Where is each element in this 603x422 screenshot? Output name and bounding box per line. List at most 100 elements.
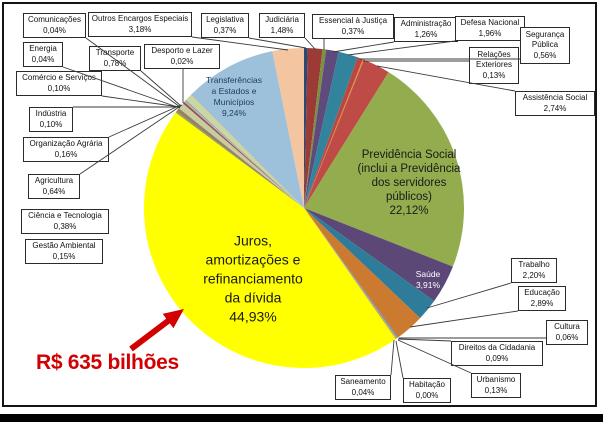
callout-label: Indústria: [35, 109, 67, 119]
chart-border-frame: [2, 2, 597, 407]
slice-label-transferencias: Transferências a Estados e Municípios 9,…: [206, 75, 262, 118]
callout-ciencia: Ciência e Tecnologia 0,38%: [21, 209, 109, 234]
callout-outros_encargos: Outros Encargos Especiais 3,18%: [88, 12, 192, 37]
pie-slice-cultura: [304, 208, 399, 338]
callout-value: 2,20%: [522, 270, 546, 280]
pie-slice-previdencia: [304, 72, 464, 267]
pie-slice-agricultura: [178, 103, 304, 208]
callout-value: 1,26%: [414, 29, 438, 39]
callout-label: Legislativa: [206, 15, 244, 25]
pie-slice-gestao: [175, 111, 304, 208]
callout-label: Essencial à Justiça: [318, 16, 388, 26]
pie-slice-transporte: [185, 94, 304, 208]
slice-label-previdencia: Previdência Social (inclui a Previdência…: [357, 149, 461, 217]
callout-cultura: Cultura 0,06%: [546, 320, 588, 345]
pie-slice-judiciaria: [304, 48, 323, 208]
callout-administracao: Administração 1,26%: [394, 17, 458, 42]
callout-label: Administração: [400, 19, 452, 29]
pie-slice-ciencia: [176, 108, 304, 208]
callout-value: 0,15%: [52, 251, 76, 261]
callout-label: Comunicações: [28, 15, 81, 25]
callout-value: 0,04%: [351, 387, 375, 397]
callout-trabalho: Trabalho 2,20%: [511, 258, 557, 283]
pie-slice-saneamento: [304, 208, 397, 340]
debt-total-annotation: R$ 635 bilhões: [36, 351, 179, 374]
callout-educacao: Educação 2,89%: [518, 286, 566, 311]
callout-label: Urbanismo: [476, 375, 516, 385]
pie-slice-defesa: [304, 51, 358, 208]
callout-label: Organização Agrária: [29, 139, 103, 149]
callout-label: Comércio e Serviços: [22, 73, 96, 83]
pie-slice-relacoes: [304, 59, 365, 208]
callout-energia: Energia 0,04%: [23, 42, 63, 67]
callout-label: Habitação: [408, 380, 446, 390]
callout-label: Cultura: [554, 322, 580, 332]
callout-label: Transporte: [95, 48, 135, 58]
callout-value: 0,13%: [484, 385, 508, 395]
pie-slice-assistencia: [304, 59, 389, 209]
callout-org_agraria: Organização Agrária 0,16%: [23, 137, 109, 162]
callout-label: Relações Exteriores: [475, 49, 512, 70]
pie-slice-saude: [304, 208, 453, 302]
callout-value: 0,09%: [485, 353, 509, 363]
callout-value: 0,16%: [54, 149, 78, 159]
pie-slice-direitos: [304, 208, 398, 339]
callout-value: 0,78%: [103, 58, 127, 68]
pie-slice-essencial: [304, 49, 327, 208]
callout-value: 0,13%: [482, 70, 506, 80]
callout-value: 0,04%: [43, 25, 66, 35]
callout-label: Outros Encargos Especiais: [91, 14, 189, 24]
callout-label: Energia: [29, 44, 57, 54]
pie-slice-trabalho: [304, 208, 435, 319]
callout-assistencia: Assistência Social 2,74%: [515, 91, 595, 116]
callout-value: 0,00%: [415, 390, 439, 400]
callout-label: Agricultura: [34, 176, 74, 186]
callout-value: 0,06%: [555, 332, 579, 342]
pie-slices: [143, 47, 464, 369]
pie-slice-transferencias: [191, 51, 304, 209]
callout-value: 0,64%: [42, 186, 66, 196]
slice-label-juros: Juros, amortizações e refinanciamento da…: [203, 232, 303, 325]
pie-slice-educacao: [304, 208, 421, 338]
callout-habitacao: Habitação 0,00%: [403, 378, 451, 403]
callout-transporte: Transporte 0,78%: [89, 46, 141, 71]
callout-value: 0,56%: [533, 50, 557, 60]
pie-slice-org_agraria: [182, 102, 304, 208]
callout-value: 0,37%: [213, 25, 237, 35]
callout-direitos: Direitos da Cidadania 0,09%: [451, 341, 543, 366]
pie-slice-desporto: [191, 94, 304, 208]
callout-relacoes: Relações Exteriores 0,13%: [469, 47, 519, 84]
pie-slice-energia: [185, 100, 304, 208]
callout-judiciaria: Judiciária 1,48%: [259, 13, 305, 38]
callout-label: Judiciária: [265, 15, 299, 25]
callout-value: 0,10%: [39, 119, 63, 129]
callout-industria: Indústria 0,10%: [29, 107, 73, 132]
callout-value: 0,10%: [47, 83, 71, 93]
pie-slice-industria: [184, 101, 304, 208]
callout-label: Saneamento: [340, 377, 386, 387]
callout-value: 0,38%: [53, 221, 77, 231]
callout-agricultura: Agricultura 0,64%: [28, 174, 80, 199]
callout-value: 0,02%: [170, 56, 194, 66]
callout-value: 0,04%: [31, 54, 55, 64]
callout-essencial: Essencial à Justiça 0,37%: [312, 14, 394, 39]
callout-label: Assistência Social: [522, 93, 588, 103]
callout-seguranca: Segurança Pública 0,56%: [520, 27, 570, 64]
callout-saneamento: Saneamento 0,04%: [335, 375, 391, 400]
callout-value: 1,48%: [270, 25, 294, 35]
callout-label: Gestão Ambiental: [32, 241, 96, 251]
callout-label: Trabalho: [518, 260, 550, 270]
callout-value: 2,74%: [543, 103, 567, 113]
callout-urbanismo: Urbanismo 0,13%: [471, 373, 521, 398]
callout-value: 3,18%: [128, 24, 152, 34]
callout-value: 2,89%: [530, 298, 554, 308]
callout-gestao: Gestão Ambiental 0,15%: [25, 239, 103, 264]
callout-comercio: Comércio e Serviços 0,10%: [16, 71, 102, 96]
callout-label: Ciência e Tecnologia: [28, 211, 102, 221]
pie-slice-comercio: [184, 100, 304, 208]
callout-legislativa: Legislativa 0,37%: [201, 13, 249, 38]
callout-label: Direitos da Cidadania: [458, 343, 536, 353]
